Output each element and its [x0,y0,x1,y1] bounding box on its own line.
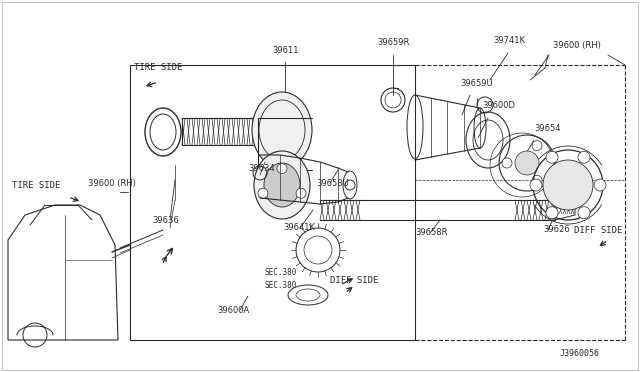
Text: 39636: 39636 [152,216,179,225]
Text: 39600A: 39600A [217,306,249,315]
Text: 39626: 39626 [543,225,570,234]
Text: 39659U: 39659U [460,79,493,88]
Ellipse shape [264,163,300,207]
Text: 39600D: 39600D [482,101,515,110]
Text: TIRE SIDE: TIRE SIDE [12,181,60,190]
Text: TIRE SIDE: TIRE SIDE [134,63,182,72]
Circle shape [594,179,606,191]
Circle shape [532,141,542,151]
Text: DIFF SIDE: DIFF SIDE [330,276,378,285]
Circle shape [546,207,558,219]
Circle shape [578,207,590,219]
Text: J3960056: J3960056 [560,349,600,358]
Circle shape [258,188,268,198]
Text: SEC.380: SEC.380 [265,281,298,290]
Circle shape [578,151,590,163]
Text: 39611: 39611 [272,46,298,55]
Circle shape [277,164,287,173]
Text: 39659R: 39659R [377,38,410,47]
Circle shape [530,179,542,191]
Text: 39600 (RH): 39600 (RH) [88,179,136,188]
Circle shape [296,188,306,198]
Text: 39654: 39654 [534,124,561,133]
Text: 39658R: 39658R [415,228,447,237]
Text: 39741K: 39741K [493,36,525,45]
Text: 39600 (RH): 39600 (RH) [553,41,601,50]
Text: SEC.380: SEC.380 [265,268,298,277]
Text: 39641K: 39641K [283,223,315,232]
Circle shape [546,151,558,163]
Circle shape [543,160,593,210]
Ellipse shape [254,151,310,219]
Circle shape [532,175,542,185]
Text: DIFF SIDE: DIFF SIDE [574,226,622,235]
Circle shape [502,158,512,168]
Text: 39658U: 39658U [316,179,349,188]
Ellipse shape [252,92,312,168]
Circle shape [515,151,539,175]
Text: 39634: 39634 [248,164,275,173]
